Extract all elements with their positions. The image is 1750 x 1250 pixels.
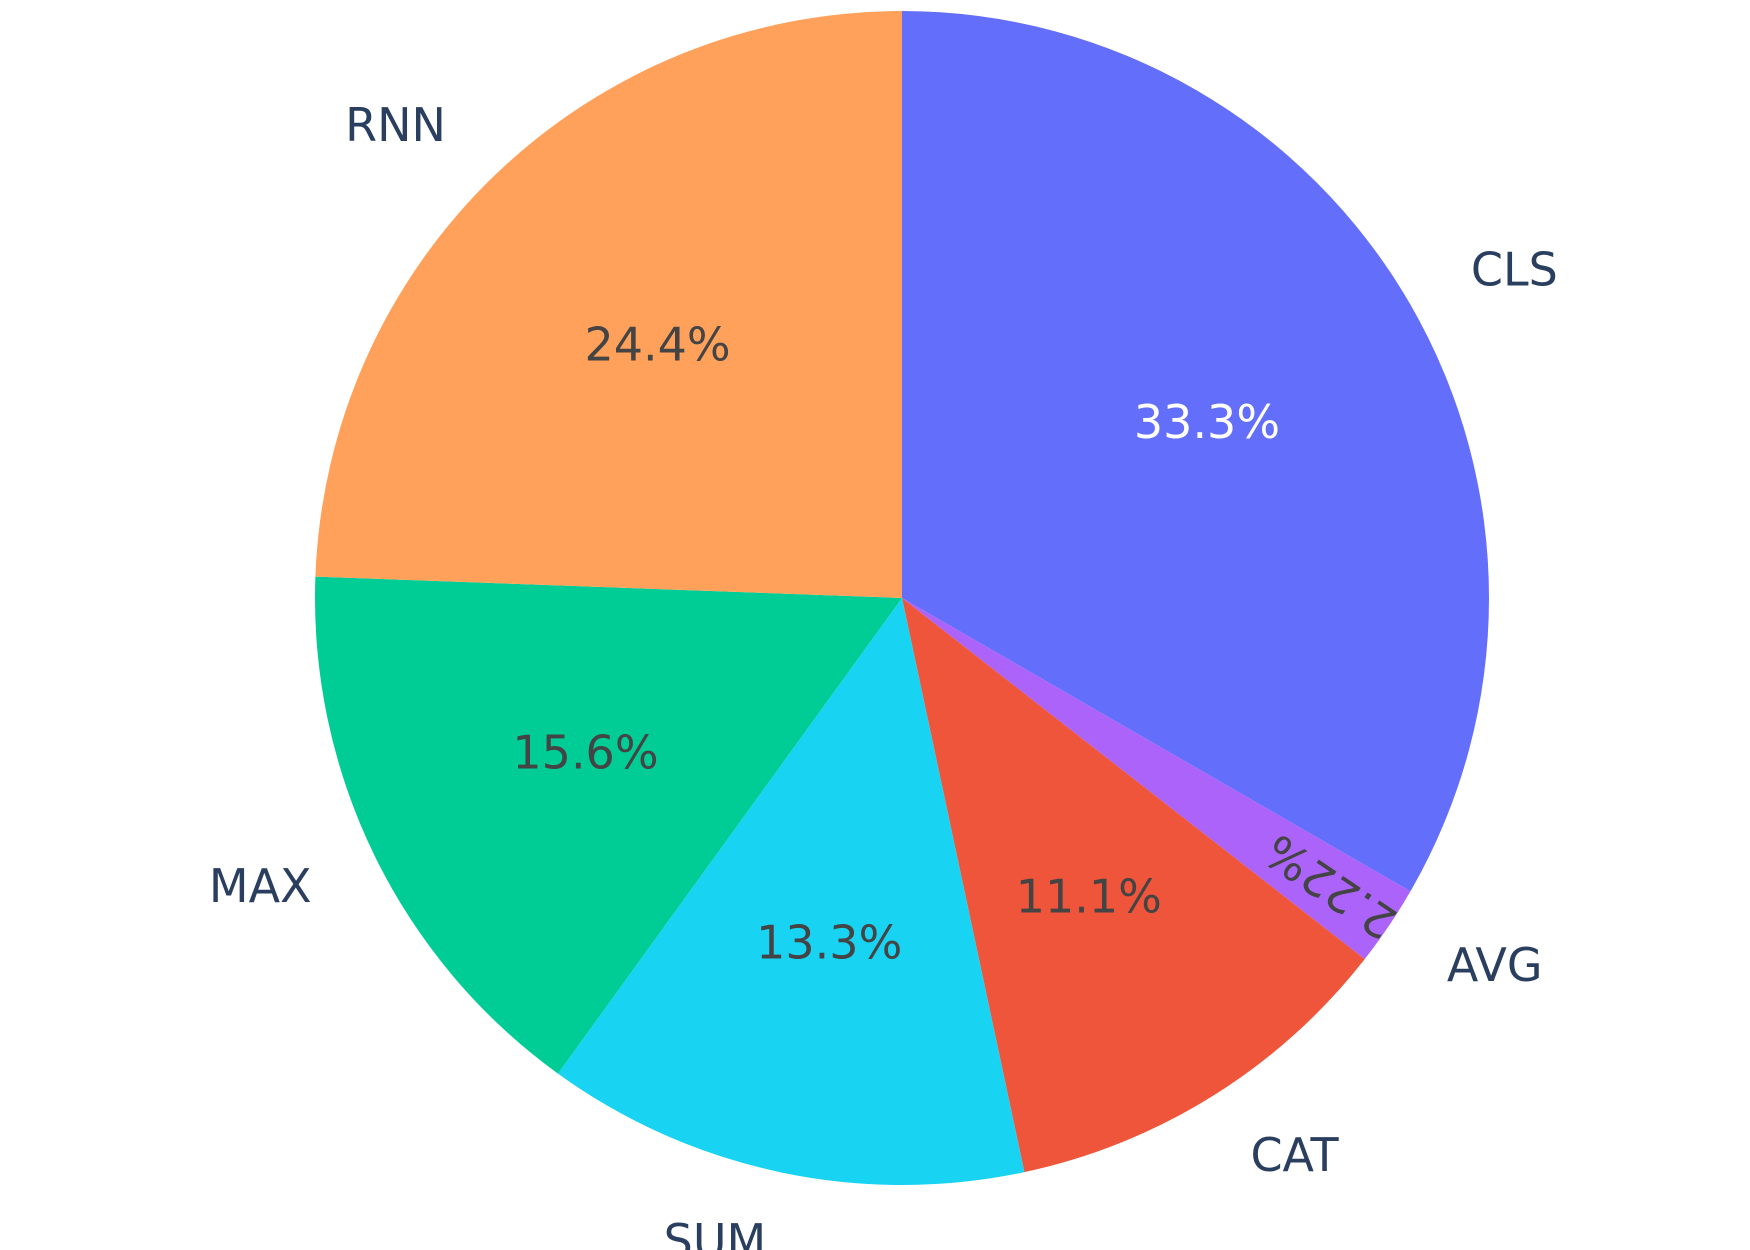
category-label-max: MAX bbox=[209, 859, 312, 913]
pie-slice-cls bbox=[902, 11, 1489, 892]
percent-label-sum: 13.3% bbox=[756, 916, 902, 970]
pie-slice-sum bbox=[557, 598, 1025, 1186]
pie-slice-rnn bbox=[315, 11, 902, 598]
category-label-avg: AVG bbox=[1447, 938, 1543, 992]
category-label-rnn: RNN bbox=[345, 98, 446, 152]
category-labels-layer: CLS AVG CAT SUM MAX RNN bbox=[209, 98, 1558, 1250]
percent-label-cat: 11.1% bbox=[1016, 870, 1162, 924]
pie-slice-avg bbox=[902, 598, 1411, 960]
category-label-cls: CLS bbox=[1471, 242, 1558, 296]
percent-label-rnn: 24.4% bbox=[584, 317, 730, 371]
category-label-sum: SUM bbox=[664, 1214, 767, 1250]
percent-label-max: 15.6% bbox=[512, 725, 658, 779]
category-label-cat: CAT bbox=[1250, 1128, 1339, 1182]
slices-layer bbox=[315, 11, 1489, 1186]
pie-slice-cat bbox=[902, 598, 1365, 1173]
percent-label-cls: 33.3% bbox=[1134, 395, 1280, 449]
pie-slice-max bbox=[315, 576, 902, 1074]
